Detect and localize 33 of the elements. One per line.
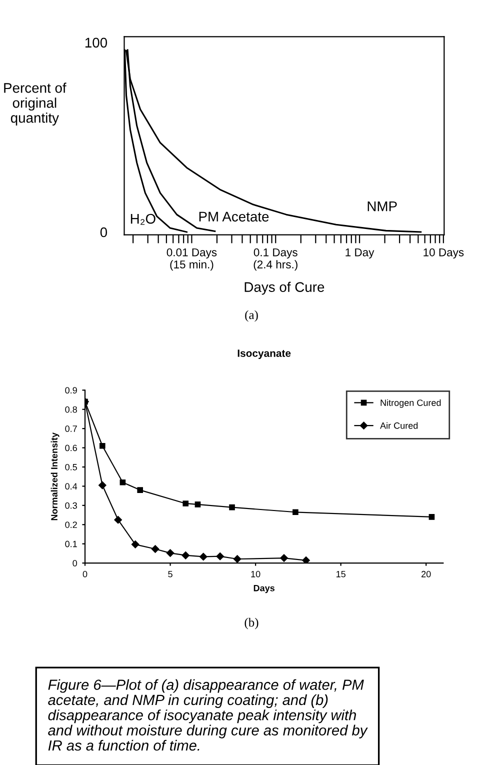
y-axis-title: Percent of original quantity bbox=[4, 82, 66, 126]
series-label: NMP bbox=[368, 202, 397, 212]
y-axis-title: Normalized Intensity bbox=[50, 432, 60, 520]
y-tick-label: 100 bbox=[85, 38, 108, 48]
y-tick-label: 0.4 bbox=[65, 483, 78, 490]
text: (b) bbox=[244, 618, 258, 630]
series-label: H₂O bbox=[130, 214, 156, 225]
x-axis-title: Days of Cure bbox=[244, 282, 324, 295]
x-tick-label: 10 bbox=[251, 570, 260, 578]
y-tick-label: 0.8 bbox=[65, 406, 77, 413]
x-tick-label: 0 bbox=[82, 570, 88, 578]
x-tick-label: 20 bbox=[422, 570, 431, 578]
x-axis-title: Days bbox=[254, 584, 274, 594]
x-tick-label: 1 Day bbox=[346, 248, 374, 259]
y-tick-label: 0 bbox=[72, 560, 78, 566]
x-tick-label: 0.01 Days (15 min.) bbox=[166, 248, 217, 271]
caption: Figure 6—Plot of (a) disappearance of water, PM acetate, and NMP in curing coating; and (b) disappearance of isocyanate peak intensity with and without moisture during cure as monitored by IR as a function of time. bbox=[48, 679, 368, 751]
text: (a) bbox=[245, 310, 258, 322]
x-tick-label: 10 Days bbox=[424, 248, 464, 259]
x-tick-label: 5 bbox=[168, 571, 172, 578]
y-tick-label: 0.2 bbox=[65, 522, 77, 528]
y-tick-label: 0.5 bbox=[65, 464, 77, 470]
y-tick-label: 0.3 bbox=[65, 502, 77, 509]
y-tick-label: 0.9 bbox=[65, 387, 77, 394]
legend-label: Air Cured bbox=[380, 422, 418, 429]
x-tick-label: 0.1 Days (2.4 hrs.) bbox=[254, 248, 298, 271]
chart-title: Isocyanate bbox=[238, 350, 291, 359]
y-tick-label: 0.7 bbox=[65, 426, 77, 432]
y-tick-label: 0.6 bbox=[65, 444, 77, 452]
y-tick-label: 0.1 bbox=[65, 540, 77, 548]
x-tick-label: 15 bbox=[336, 571, 346, 578]
series-label: PM Acetate bbox=[199, 212, 269, 222]
legend-label: Nitrogen Cured bbox=[380, 399, 441, 408]
